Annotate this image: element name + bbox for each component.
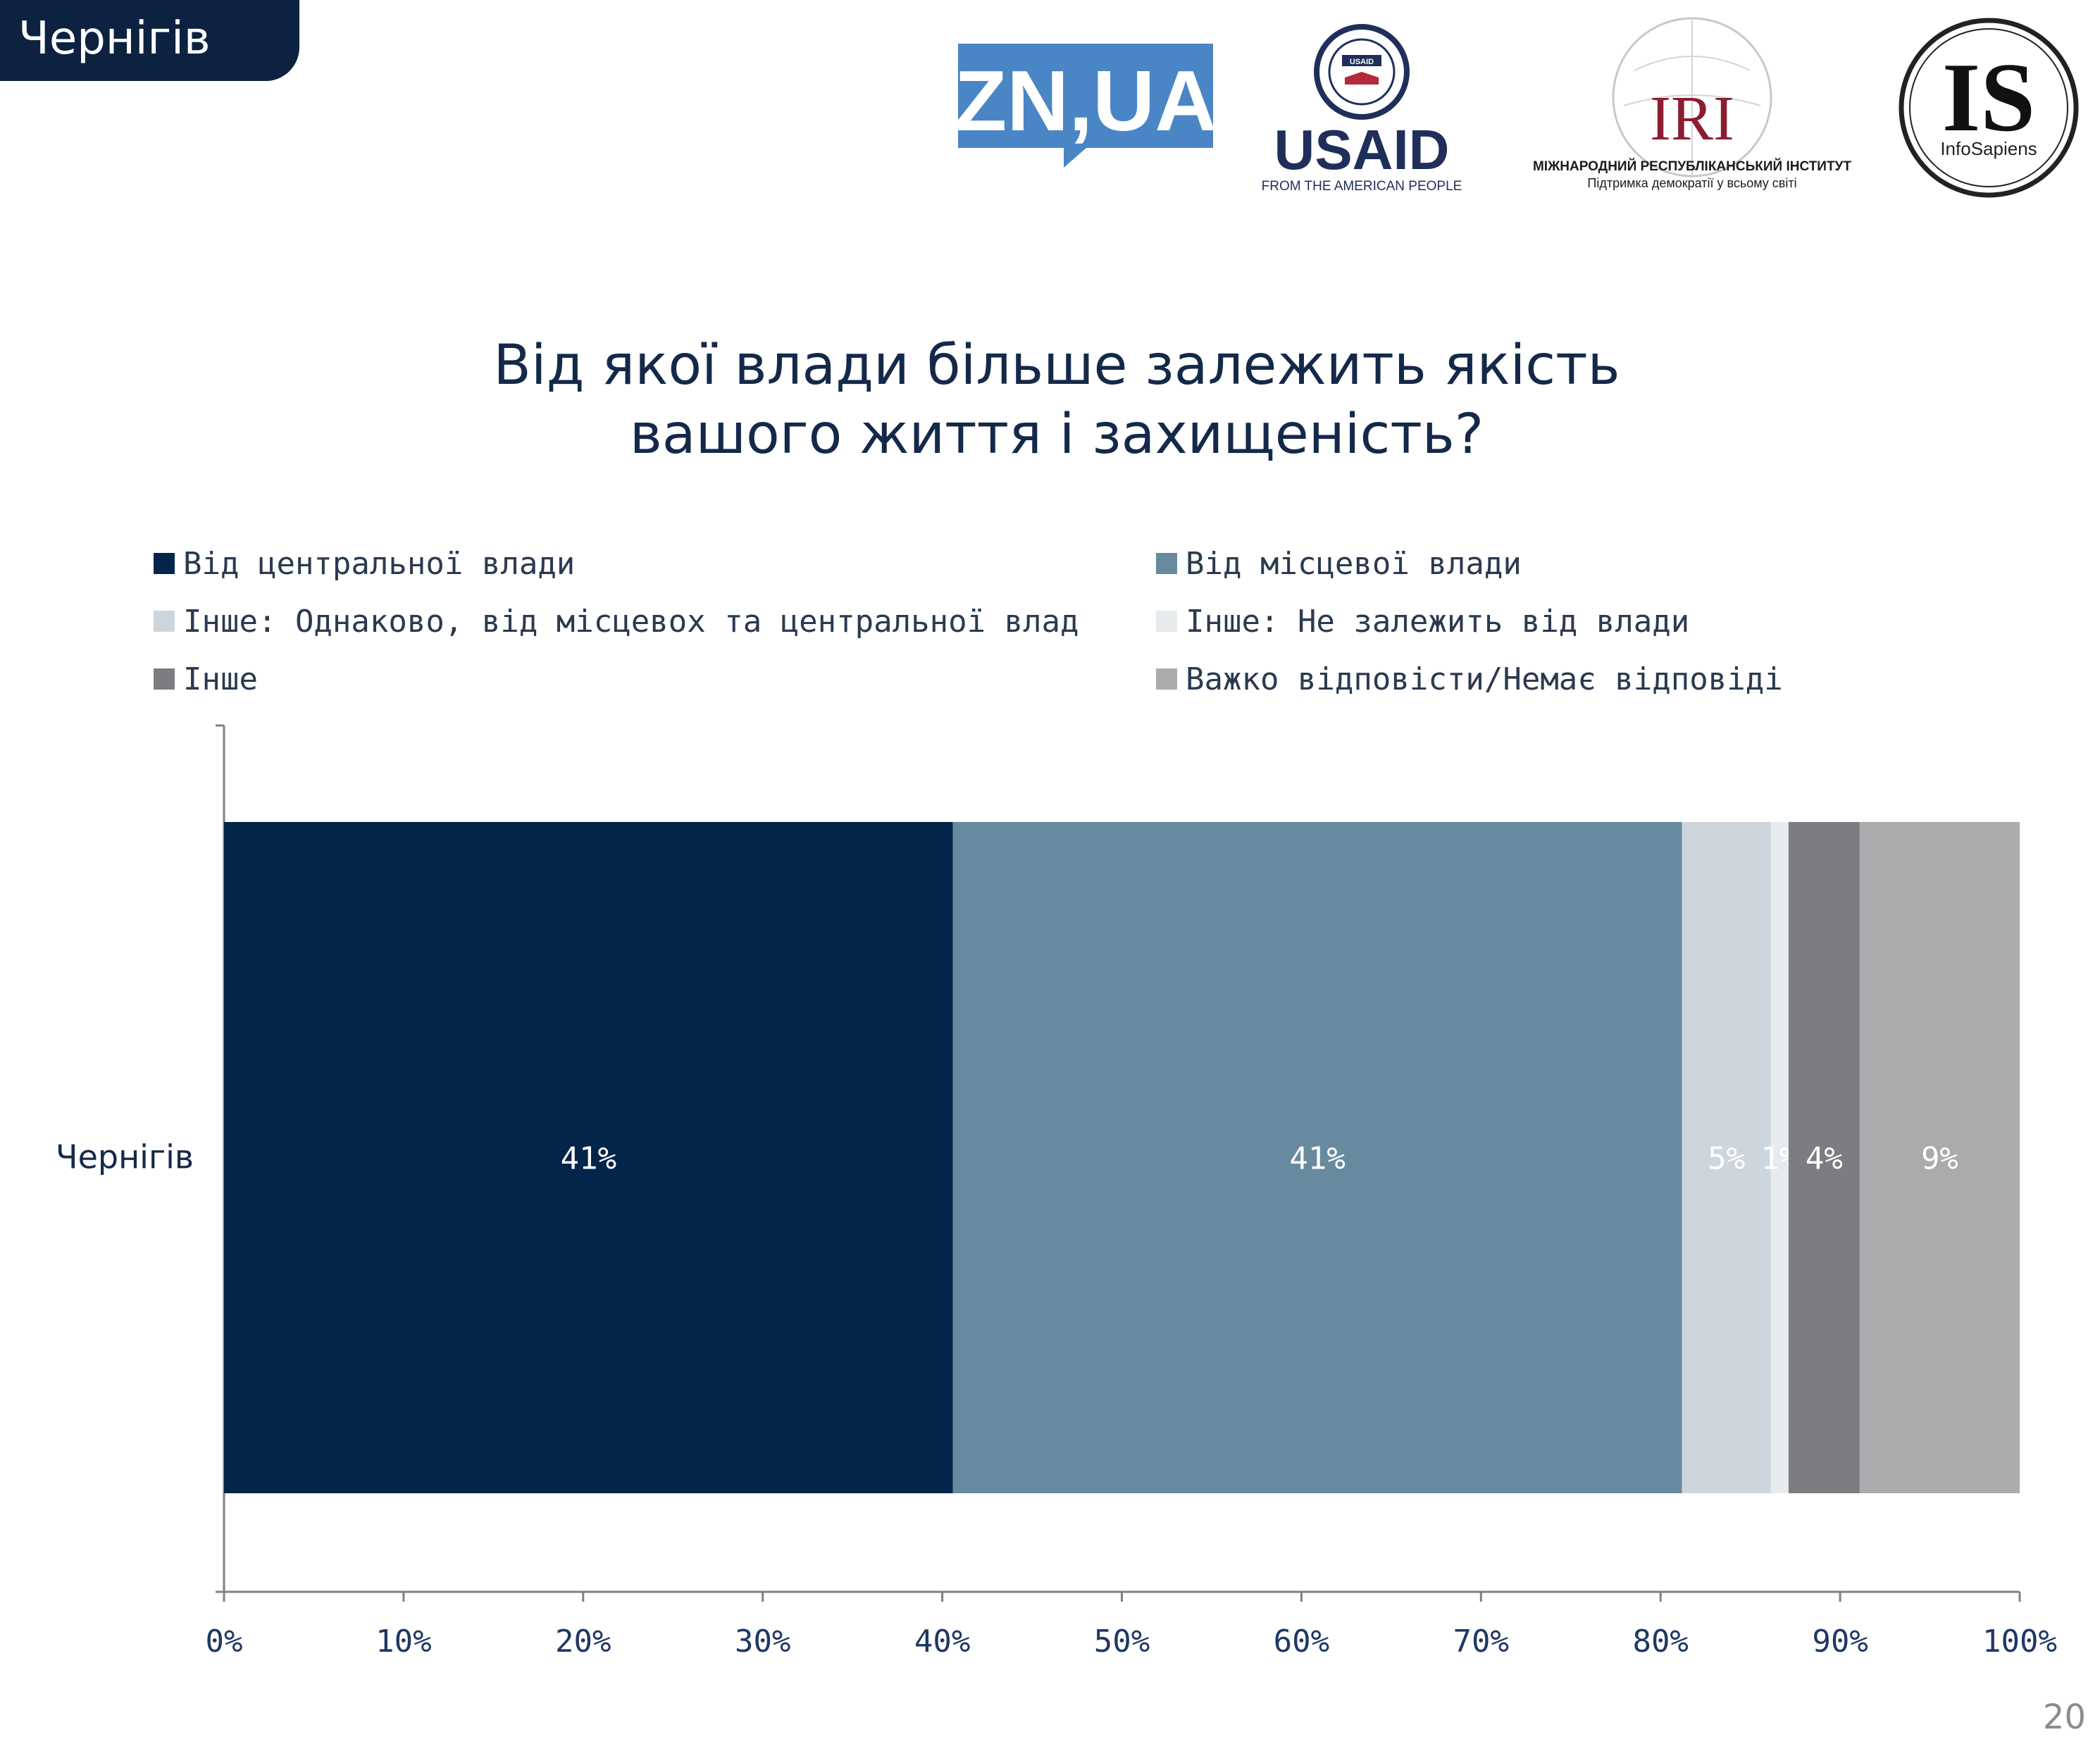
bar-segment bbox=[952, 822, 1682, 1493]
usaid-tagline: FROM THE AMERICAN PEOPLE bbox=[1262, 179, 1462, 194]
bar-segment bbox=[1859, 822, 2020, 1493]
x-tick-label: 40% bbox=[914, 1624, 970, 1659]
usaid-wordmark: USAID bbox=[1274, 118, 1450, 181]
legend-item: Інше: Не залежить від влади bbox=[1156, 600, 1689, 642]
zn-logo: ZN,UA bbox=[958, 44, 1217, 168]
bar-segment bbox=[1788, 822, 1860, 1493]
x-tick-label: 50% bbox=[1094, 1624, 1150, 1659]
chart-title-line-1: Від якої влади більше залежить якість bbox=[493, 334, 1620, 397]
legend-item: Інше bbox=[154, 658, 258, 700]
legend-label: Від центральної влади bbox=[183, 545, 576, 582]
stacked-bar-chart: 0% 10% 20% 30% 40% 50% 60% 70% 80% 90% 100% Чернігі… bbox=[56, 724, 2057, 1659]
infosapiens-logo: IS InfoSapiens bbox=[1899, 18, 2079, 198]
is-wordmark: IS bbox=[1942, 43, 2035, 152]
legend-item: Важко відповісти/Немає відповіді bbox=[1156, 658, 1783, 700]
iri-tagline: Підтримка демократії у всьому світі bbox=[1587, 176, 1796, 190]
legend-label: Інше: Однаково, від місцевох та централь… bbox=[183, 603, 1079, 640]
legend-label: Інше bbox=[183, 661, 258, 697]
y-category-label: Чернігів bbox=[56, 1138, 194, 1176]
data-label: 41% bbox=[561, 1141, 616, 1177]
x-tick-label: 100% bbox=[1982, 1624, 2057, 1659]
x-tick-label: 10% bbox=[375, 1624, 431, 1659]
data-label: 41% bbox=[1289, 1141, 1345, 1177]
x-tick-label: 90% bbox=[1812, 1624, 1868, 1659]
usaid-seal-text: USAID bbox=[1350, 58, 1374, 66]
chart-legend: Від центральної влади Від місцевої влади… bbox=[0, 542, 2100, 718]
legend-item: Від місцевої влади bbox=[1156, 542, 1522, 585]
x-tick-label: 0% bbox=[206, 1624, 243, 1659]
legend-swatch bbox=[1156, 611, 1177, 632]
x-tick-label: 80% bbox=[1632, 1624, 1688, 1659]
iri-logo: IRI МІЖНАРОДНИЙ РЕСПУБЛІКАНСЬКИЙ ІНСТИТУ… bbox=[1533, 17, 1851, 190]
usaid-logo: USAID USAID FROM THE AMERICAN PEOPLE bbox=[1262, 24, 1462, 194]
chart-title: Від якої влади більше залежить якість ва… bbox=[0, 331, 2100, 469]
partner-logos: ZN,UA USAID USAID FROM THE AMERICAN PEOP… bbox=[958, 17, 2079, 198]
x-tick-label: 30% bbox=[735, 1624, 790, 1659]
bar-segment bbox=[1770, 822, 1789, 1493]
x-tick-label: 60% bbox=[1274, 1624, 1329, 1659]
is-name: InfoSapiens bbox=[1940, 138, 2037, 159]
legend-item: Від центральної влади bbox=[154, 542, 575, 585]
legend-label: Важко відповісти/Немає відповіді bbox=[1186, 661, 1783, 697]
data-label: 9% bbox=[1921, 1141, 1958, 1177]
chart-title-line-2: вашого життя і захищеність? bbox=[629, 403, 1484, 466]
legend-label: Від місцевої влади bbox=[1186, 545, 1522, 582]
iri-wordmark: IRI bbox=[1650, 84, 1734, 154]
bar-segment bbox=[224, 822, 953, 1493]
legend-swatch bbox=[154, 553, 175, 574]
iri-name: МІЖНАРОДНИЙ РЕСПУБЛІКАНСЬКИЙ ІНСТИТУТ bbox=[1533, 158, 1851, 174]
legend-swatch bbox=[1156, 553, 1177, 574]
bar-segment bbox=[1682, 822, 1771, 1493]
legend-swatch bbox=[154, 611, 175, 632]
legend-swatch bbox=[1156, 668, 1177, 690]
zn-logo-text: ZN,UA bbox=[958, 53, 1217, 149]
region-tab-label: Чернігів bbox=[18, 13, 211, 65]
legend-item: Інше: Однаково, від місцевох та централь… bbox=[154, 600, 1079, 642]
data-label: 4% bbox=[1806, 1141, 1843, 1177]
data-label: 5% bbox=[1708, 1141, 1745, 1177]
legend-label: Інше: Не залежить від влади bbox=[1186, 603, 1690, 640]
region-tab: Чернігів bbox=[0, 0, 299, 81]
x-tick-label: 70% bbox=[1453, 1624, 1509, 1659]
legend-swatch bbox=[154, 668, 175, 690]
x-tick-label: 20% bbox=[555, 1624, 611, 1659]
page-number: 20 bbox=[2042, 1698, 2086, 1737]
